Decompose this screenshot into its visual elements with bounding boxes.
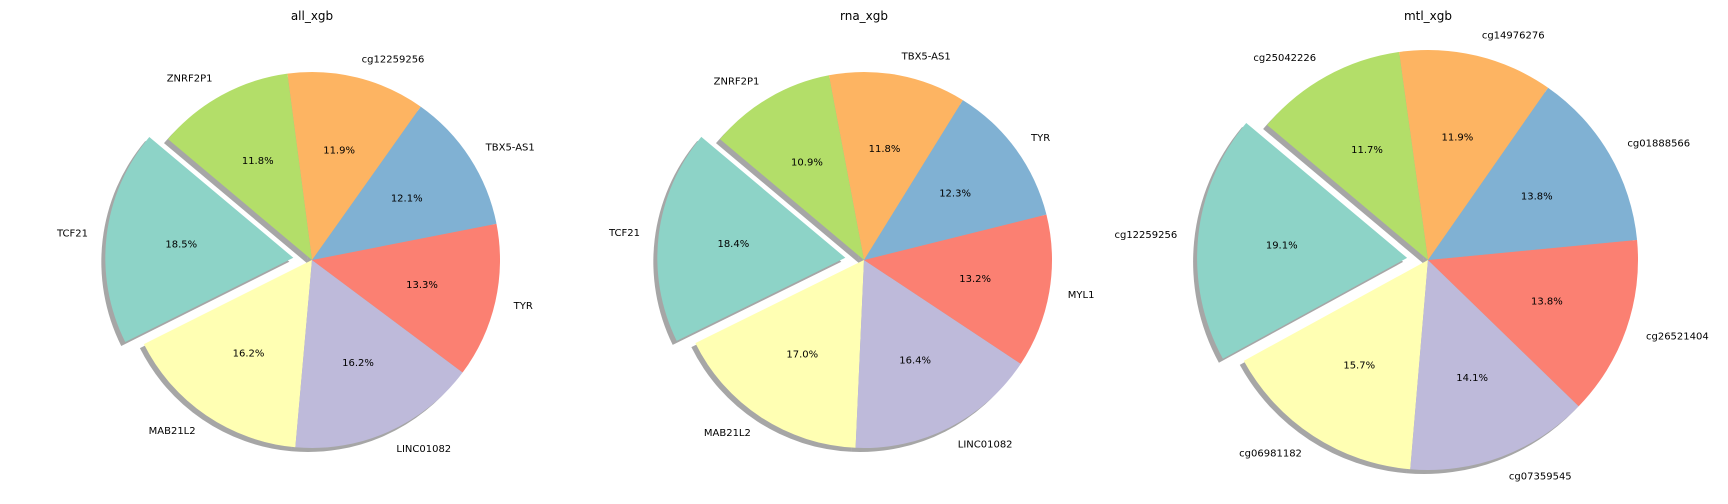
pie-category-label: TCF21 [56, 229, 88, 240]
pie-percent-label: 14.1% [1456, 373, 1488, 384]
pie-category-label: cg14976276 [1482, 30, 1545, 41]
pie-wedge-linc01082 [855, 260, 1021, 448]
pie-category-label: cg06981182 [1239, 449, 1302, 460]
pie-wedge-cg12259256 [1197, 122, 1408, 359]
pie-category-label: TYR [513, 301, 533, 312]
pie-percent-label: 13.2% [959, 274, 991, 285]
pie-category-label: cg12259256 [362, 54, 425, 65]
pie-category-label: TBX5-AS1 [901, 52, 951, 63]
pie-category-label: cg07359545 [1509, 471, 1572, 482]
pie-percent-label: 13.3% [406, 280, 438, 291]
pie-category-label: ZNRF2P1 [714, 77, 760, 88]
pie-wedge-cg25042226 [1267, 52, 1428, 260]
pie-chart-all-xgb: all_xgb 18.5% TCF21 16.2% MAB21L2 16.2% LINC0… [56, 9, 535, 455]
pie-wedge-tbx5-as1 [828, 72, 963, 261]
pie-percent-label: 12.3% [939, 188, 971, 199]
pie-percent-label: 11.8% [869, 144, 901, 155]
pie-wedge-myl1 [864, 214, 1053, 364]
pie-wedge-znrf2p1 [719, 75, 864, 260]
pie-category-label: TCF21 [608, 228, 640, 239]
pie-chart-rna-xgb: rna_xgb 18.4% TCF21 17.0% MAB21L2 16.4% LINC0… [608, 9, 1094, 452]
chart-title: all_xgb [291, 9, 333, 23]
pie-wedge-mab21l2 [143, 260, 312, 448]
pie-text-layer: 18.4% TCF21 17.0% MAB21L2 16.4% LINC01082 13.2… [608, 52, 1094, 451]
pie-percent-label: 11.8% [242, 156, 274, 167]
pie-category-label: cg26521404 [1646, 331, 1709, 342]
pie-category-label: MAB21L2 [149, 426, 196, 437]
pie-percent-label: 15.7% [1343, 361, 1375, 372]
pie-percent-label: 10.9% [791, 158, 823, 169]
pie-wedge-cg07359545 [1410, 260, 1579, 471]
pie-category-label: cg01888566 [1627, 138, 1690, 149]
pie-percent-label: 11.9% [323, 146, 355, 157]
pie-percent-label: 19.1% [1266, 241, 1298, 252]
pie-category-label: LINC01082 [396, 444, 451, 455]
pie-wedge-cg12259256 [287, 72, 421, 261]
pie-wedge-tyr [864, 100, 1047, 260]
pie-category-label: TBX5-AS1 [485, 143, 535, 154]
chart-title: mtl_xgb [1404, 9, 1452, 23]
pie-chart-mtl-xgb: mtl_xgb 19.1% cg12259256 15.7% cg06981182 14… [1114, 9, 1708, 482]
pie-percent-label: 18.5% [165, 240, 197, 251]
pie-wedge-cg06981182 [1243, 260, 1428, 470]
pie-wedge-tyr [312, 223, 501, 373]
pie-wedge-layer [657, 72, 1053, 448]
pie-text-layer: 18.5% TCF21 16.2% MAB21L2 16.2% LINC01082 13.3… [56, 54, 535, 455]
pie-percent-label: 11.9% [1441, 132, 1473, 143]
pie-wedge-mab21l2 [695, 260, 864, 448]
pie-percent-label: 13.8% [1521, 191, 1553, 202]
chart-title: rna_xgb [840, 9, 888, 23]
pie-percent-label: 13.8% [1531, 297, 1563, 308]
pie-category-label: ZNRF2P1 [167, 74, 213, 85]
pie-wedge-cg14976276 [1399, 49, 1549, 260]
pie-percent-label: 18.4% [717, 239, 749, 250]
pie-percent-label: 16.2% [233, 348, 265, 359]
pie-wedge-tbx5-as1 [312, 106, 497, 260]
pie-category-label: MYL1 [1068, 290, 1095, 301]
pie-wedge-linc01082 [295, 260, 463, 448]
pie-category-label: cg25042226 [1253, 53, 1316, 64]
pie-wedge-tcf21 [105, 136, 294, 342]
pie-percent-label: 17.0% [786, 349, 818, 360]
pie-percent-label: 16.2% [342, 358, 374, 369]
pie-percent-label: 16.4% [899, 356, 931, 367]
pie-percent-label: 12.1% [391, 194, 423, 205]
pie-category-label: TYR [1030, 133, 1050, 144]
pie-wedge-znrf2p1 [167, 73, 312, 261]
pie-wedge-cg26521404 [1428, 239, 1639, 407]
pie-wedge-tcf21 [657, 136, 846, 341]
pie-text-layer: 19.1% cg12259256 15.7% cg06981182 14.1% cg073… [1114, 30, 1708, 482]
pie-category-label: cg12259256 [1114, 230, 1177, 241]
pie-percent-label: 11.7% [1351, 145, 1383, 156]
pie-category-label: MAB21L2 [704, 428, 751, 439]
pie-wedge-layer [105, 72, 501, 448]
pie-wedge-layer [1197, 49, 1639, 471]
pie-wedge-cg01888566 [1428, 87, 1638, 260]
pie-category-label: LINC01082 [958, 439, 1013, 450]
